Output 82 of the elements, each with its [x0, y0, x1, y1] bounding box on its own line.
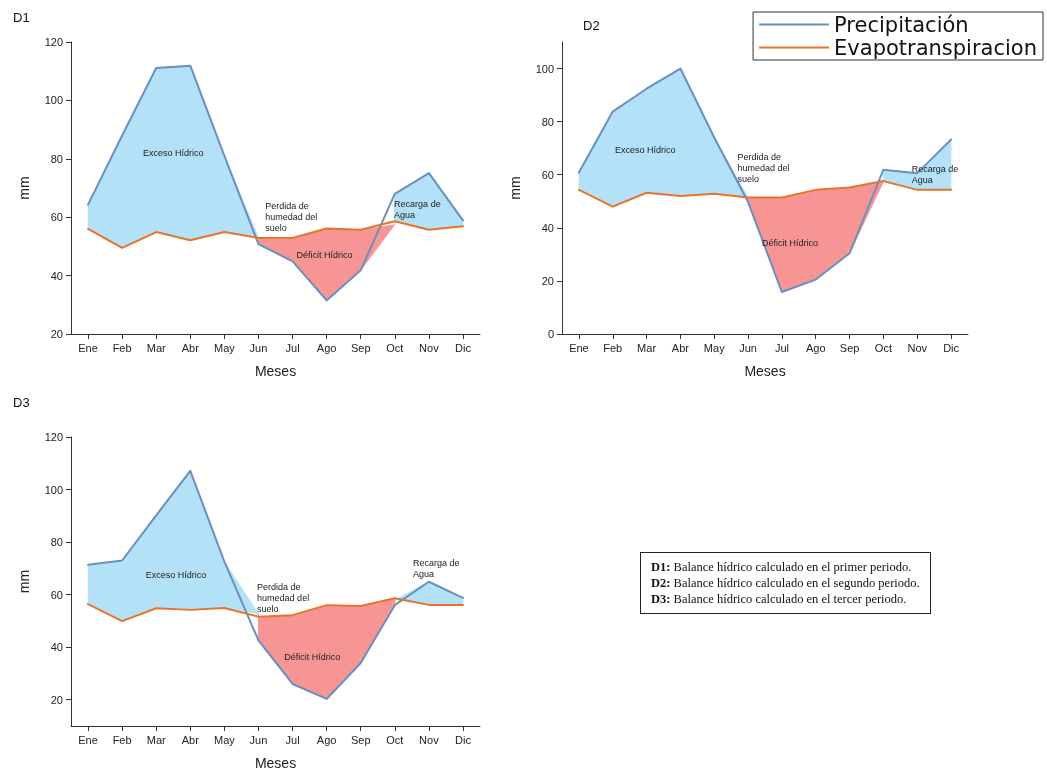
- x-tick-label: Sep: [350, 341, 371, 354]
- annotation: Exceso Hídrico: [142, 147, 204, 158]
- y-tick-label: 120: [44, 431, 63, 443]
- x-tick-label: Mar: [146, 733, 167, 746]
- line-series: [87, 64, 464, 302]
- annotation: Recarga de Agua: [911, 164, 959, 186]
- y-tick-label: 40: [541, 221, 554, 234]
- y-tick-label: 120: [44, 36, 63, 48]
- y-tick-label: 80: [50, 152, 63, 165]
- y-axis-title: mm: [16, 569, 32, 594]
- x-tick-label: Dic: [455, 341, 472, 354]
- x-tick-label: Mar: [637, 341, 657, 354]
- x-tick-label: Ago: [805, 341, 826, 354]
- x-tick-label: Oct: [386, 341, 404, 354]
- annotation: Exceso Hídrico: [615, 145, 676, 156]
- x-tick-label: Ene: [78, 733, 98, 746]
- y-tick-label: 60: [541, 168, 554, 181]
- x-tick-label: May: [703, 341, 726, 354]
- x-tick-label: Ene: [78, 341, 98, 354]
- x-tick-label: Mar: [146, 341, 167, 354]
- annotation: Déficit Hídrico: [296, 250, 353, 261]
- annotation: Recarga de Agua: [394, 199, 441, 221]
- text: D1: Balance hídrico calculado en el primer periodo.: [651, 559, 913, 575]
- y-axis-title: mm: [16, 176, 32, 200]
- x-tick-label: Nov: [907, 341, 928, 354]
- x-tick-label: Sep: [839, 341, 860, 354]
- x-tick-label: Jul: [774, 341, 789, 354]
- y-tick-label: 20: [541, 274, 554, 287]
- x-axis-title: Meses: [254, 755, 297, 771]
- line-series: [87, 469, 464, 700]
- y-tick-label: 20: [50, 328, 63, 340]
- y-tick-label: 40: [50, 269, 63, 282]
- x-tick-label: Abr: [671, 341, 690, 354]
- x-tick-label: Abr: [181, 733, 200, 746]
- y-tick-label: 100: [44, 94, 63, 107]
- annotation: Exceso Hídrico: [145, 570, 207, 581]
- legend-label: Precipitación: [834, 12, 969, 37]
- x-axis-title: Meses: [254, 363, 297, 379]
- x-tick-label: Ago: [316, 733, 337, 746]
- y-axis-title: mm: [507, 176, 523, 200]
- x-tick-label: Oct: [874, 341, 892, 354]
- x-axis-title: Meses: [744, 363, 786, 379]
- y-tick-label: 80: [50, 536, 63, 549]
- x-tick-label: Dic: [455, 733, 472, 746]
- x-tick-label: Feb: [603, 341, 623, 354]
- annotation: Perdida de humedad del suelo: [737, 151, 790, 184]
- x-tick-label: May: [213, 733, 236, 746]
- text: D2: Balance hídrico calculado en el segundo periodo.: [651, 575, 920, 591]
- x-tick-label: Jun: [739, 341, 757, 354]
- x-tick-label: Jun: [249, 341, 268, 354]
- x-tick-label: Ene: [569, 341, 589, 354]
- x-tick-label: Jun: [249, 733, 268, 746]
- x-tick-label: Ago: [316, 341, 337, 354]
- x-tick-label: Jul: [285, 733, 300, 746]
- x-tick-label: Feb: [112, 341, 132, 354]
- legend-label: Evapotranspiracion: [834, 35, 1037, 60]
- chart-title: D2: [583, 18, 600, 33]
- y-tick-label: 60: [50, 211, 63, 224]
- x-tick-label: Jul: [285, 341, 300, 354]
- y-tick-label: 100: [535, 62, 554, 75]
- x-tick-label: May: [213, 341, 236, 354]
- x-tick-label: Sep: [350, 733, 371, 746]
- x-tick-label: Oct: [386, 733, 404, 746]
- y-tick-label: 80: [541, 115, 554, 128]
- chart-title: D3: [13, 395, 30, 410]
- y-tick-label: 100: [44, 483, 63, 496]
- y-tick-label: 0: [547, 328, 554, 340]
- x-tick-label: Nov: [419, 733, 440, 746]
- text: D3: Balance hídrico calculado en el tercer periodo.: [651, 591, 908, 607]
- x-tick-label: Nov: [419, 341, 440, 354]
- y-tick-label: 20: [50, 693, 63, 706]
- chart-title: D1: [13, 10, 30, 25]
- x-tick-label: Feb: [112, 733, 132, 746]
- annotation: Perdida de humedad del suelo: [257, 582, 310, 615]
- annotation: Déficit Hídrico: [284, 652, 341, 663]
- y-tick-label: 40: [50, 641, 63, 654]
- line-series: [87, 220, 464, 249]
- y-tick-label: 60: [50, 588, 63, 601]
- annotation: Perdida de humedad del suelo: [265, 201, 318, 234]
- annotation: Recarga de Agua: [412, 557, 460, 579]
- x-tick-label: Abr: [181, 341, 200, 354]
- x-tick-label: Dic: [943, 341, 960, 354]
